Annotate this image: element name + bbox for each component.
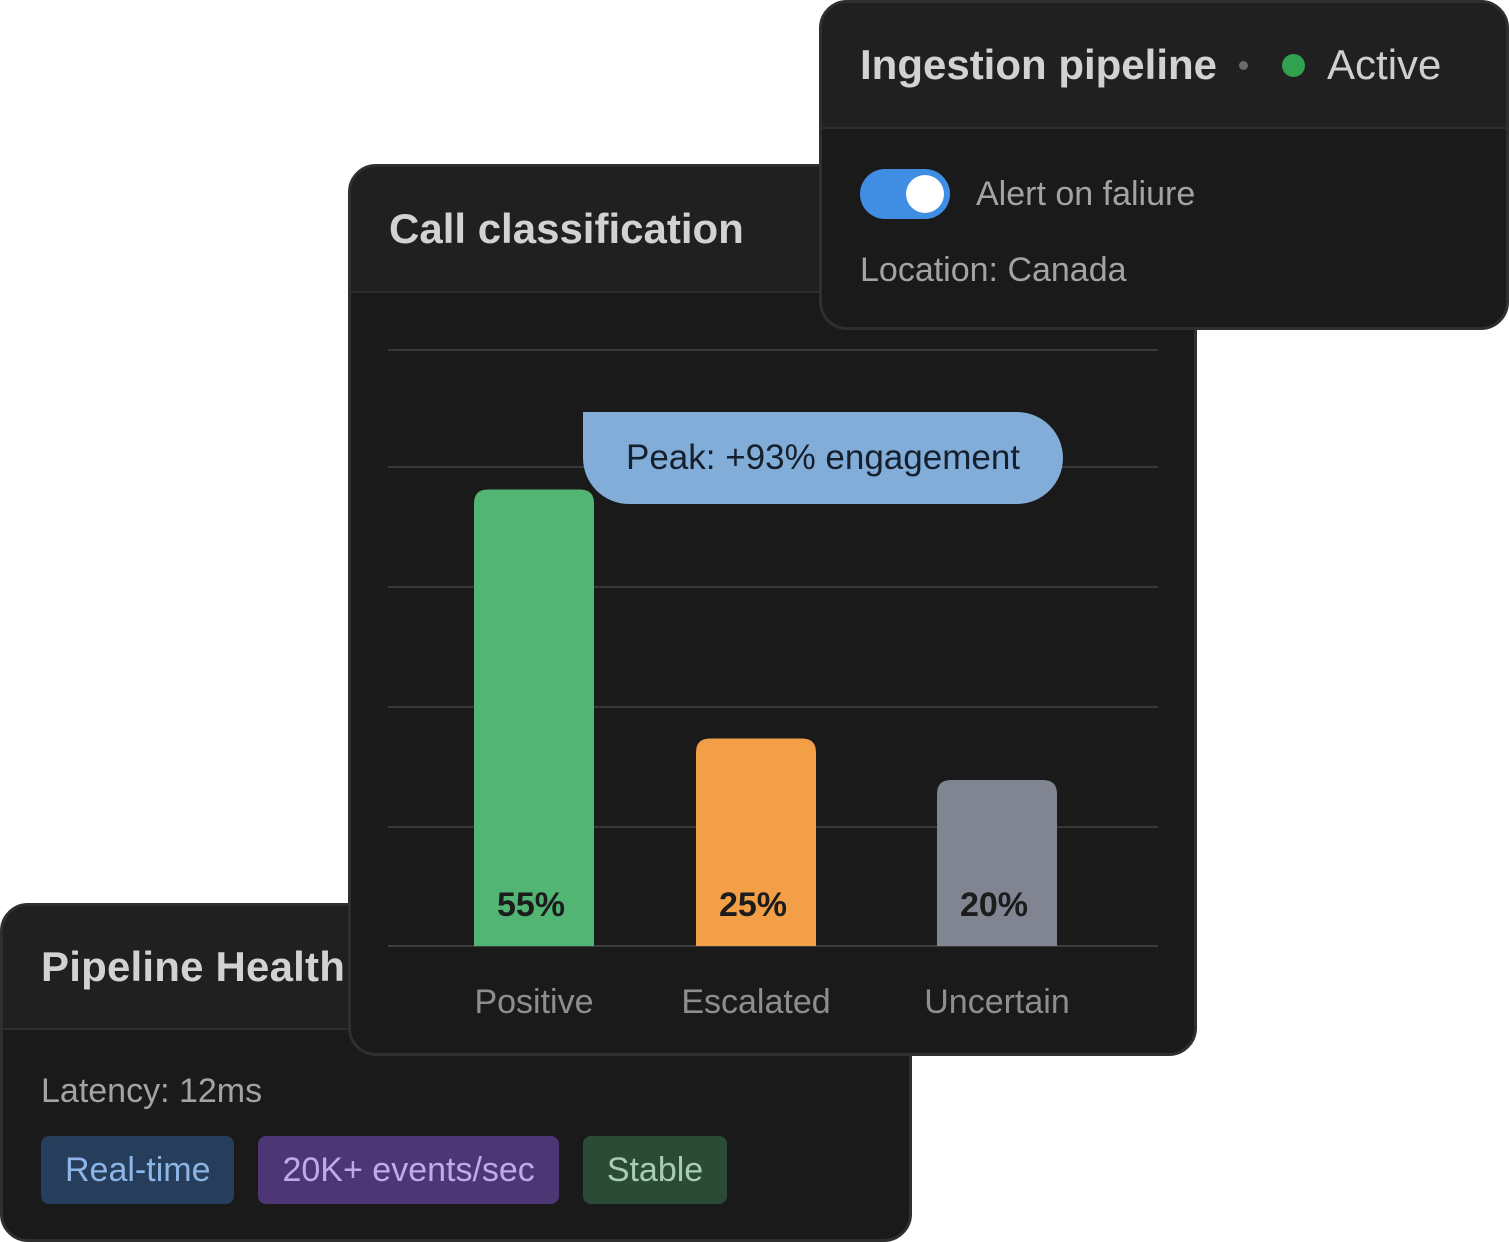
category-label: Uncertain (924, 983, 1070, 1021)
call-classification-title: Call classification (389, 205, 744, 252)
ingestion-pipeline-title: Ingestion pipeline (860, 41, 1218, 88)
bar-escalated (696, 738, 816, 946)
bar-uncertain (937, 780, 1057, 946)
ingestion-pipeline-card: Ingestion pipeline Active Alert on faliu… (819, 0, 1509, 330)
classification-chart: 55% Positive 25% Escalated 20% Uncertain (388, 349, 1158, 1021)
latency-text: Latency: 12ms (41, 1072, 263, 1110)
bar-value-label: 25% (719, 886, 787, 924)
alert-toggle-label: Alert on faliure (976, 174, 1196, 213)
tag-stable: Stable (582, 1136, 728, 1204)
tag-events-per-sec: 20K+ events/sec (258, 1136, 559, 1204)
category-label: Positive (474, 983, 593, 1021)
location-text: Location: Canada (860, 251, 1127, 289)
status-text: Active (1327, 41, 1442, 88)
category-label: Escalated (681, 983, 830, 1021)
separator-dot (1239, 60, 1249, 70)
status-active-dot (1282, 53, 1306, 77)
bar-value-label: 20% (960, 886, 1028, 924)
alert-on-failure-toggle[interactable] (860, 169, 950, 219)
bar-positive (474, 489, 594, 946)
peak-tooltip: Peak: +93% engagement (583, 412, 1063, 504)
toggle-knob (906, 175, 944, 213)
ingestion-pipeline-header: Ingestion pipeline Active (822, 3, 1506, 129)
tag-list: Real-time 20K+ events/sec Stable (41, 1136, 728, 1204)
tag-real-time: Real-time (41, 1136, 235, 1204)
bar-value-label: 55% (497, 886, 565, 924)
pipeline-health-title: Pipeline Health (41, 943, 346, 990)
alert-toggle-row: Alert on faliure (860, 169, 1195, 219)
